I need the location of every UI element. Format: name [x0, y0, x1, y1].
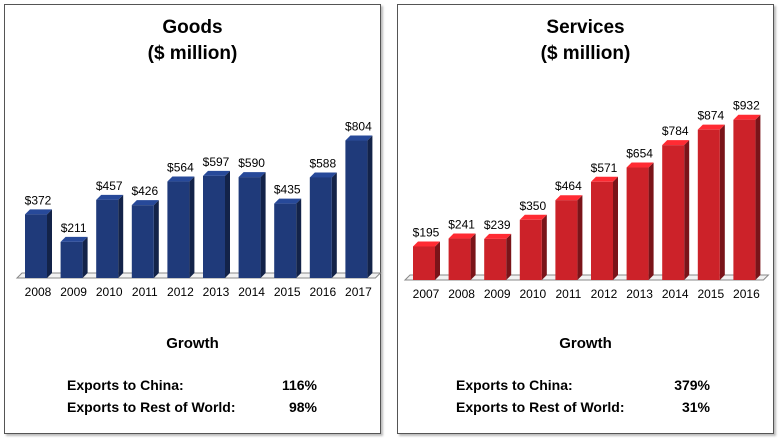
goods-bar-2013	[203, 170, 230, 278]
goods-bar-chart: $372 2008 $211 2009 $457 2010 $426 2011 $564 2012…	[15, 120, 382, 299]
goods-bar-2011	[131, 200, 159, 278]
services-value-label-2015: $874	[697, 109, 724, 123]
services-tick-label-2012: 2012	[591, 287, 618, 301]
services-value-label-2011: $464	[555, 179, 582, 193]
services-rest-value: 31%	[681, 399, 710, 415]
services-china-label: Exports to China:	[456, 377, 573, 393]
goods-growth-title: Growth	[166, 335, 219, 352]
services-value-label-2010: $350	[519, 199, 546, 213]
services-tick-label-2015: 2015	[697, 287, 724, 301]
goods-value-label-2017: $804	[345, 120, 372, 134]
services-tick-label-2011: 2011	[555, 287, 581, 301]
goods-bar-2010	[96, 194, 124, 278]
services-china-value: 379%	[674, 377, 710, 393]
services-bar-2008	[448, 233, 476, 280]
services-value-label-2009: $239	[484, 218, 511, 232]
goods-china-value: 116%	[281, 377, 317, 393]
goods-tick-label-2009: 2009	[60, 285, 87, 299]
services-bar-2007	[413, 241, 440, 280]
services-bar-2009	[484, 233, 512, 280]
services-bar-2014	[662, 140, 690, 280]
services-bar-2011	[555, 195, 583, 280]
goods-bar-2012	[167, 176, 195, 278]
services-bar-2013	[626, 162, 654, 280]
goods-value-label-2012: $564	[167, 161, 194, 175]
services-value-label-2013: $654	[626, 147, 653, 161]
services-value-label-2007: $195	[413, 225, 440, 239]
goods-tick-label-2017: 2017	[345, 285, 372, 299]
services-value-label-2014: $784	[662, 124, 689, 138]
goods-value-label-2009: $211	[61, 221, 87, 235]
services-chart-title: Services	[546, 17, 625, 38]
goods-tick-label-2008: 2008	[25, 285, 52, 299]
services-tick-label-2014: 2014	[662, 287, 689, 301]
services-bar-2015	[697, 124, 725, 280]
services-tick-label-2010: 2010	[519, 287, 546, 301]
goods-value-label-2011: $426	[131, 184, 158, 198]
goods-tick-label-2014: 2014	[238, 285, 265, 299]
goods-rest-value: 98%	[288, 399, 317, 415]
goods-value-label-2014: $590	[238, 156, 265, 170]
goods-chart-title: Goods	[162, 17, 223, 38]
services-panel: Services ($ million) $195 2007 $241 2008 $23…	[397, 4, 774, 434]
services-tick-label-2009: 2009	[484, 287, 511, 301]
services-value-label-2016: $932	[733, 99, 760, 113]
services-tick-label-2013: 2013	[626, 287, 653, 301]
goods-rest-label: Exports to Rest of World:	[67, 399, 236, 415]
services-chart-subtitle: ($ million)	[540, 43, 631, 64]
services-tick-label-2016: 2016	[733, 287, 760, 301]
services-rest-label: Exports to Rest of World:	[456, 399, 625, 415]
goods-value-label-2015: $435	[274, 183, 301, 197]
services-value-label-2012: $571	[591, 161, 618, 175]
services-bar-2012	[591, 176, 618, 280]
services-growth-title: Growth	[559, 335, 612, 352]
goods-china-label: Exports to China:	[67, 377, 184, 393]
goods-tick-label-2011: 2011	[132, 285, 158, 299]
goods-bar-2016	[309, 172, 337, 278]
goods-tick-label-2010: 2010	[96, 285, 123, 299]
goods-value-label-2008: $372	[25, 193, 52, 207]
goods-tick-label-2015: 2015	[274, 285, 301, 299]
services-value-label-2008: $241	[448, 218, 475, 232]
goods-chart-subtitle: ($ million)	[147, 43, 238, 64]
goods-tick-label-2016: 2016	[309, 285, 336, 299]
goods-value-label-2010: $457	[96, 179, 123, 193]
goods-tick-label-2013: 2013	[203, 285, 230, 299]
goods-value-label-2016: $588	[309, 156, 336, 170]
goods-bar-2015	[274, 198, 302, 278]
goods-value-label-2013: $597	[203, 155, 230, 169]
services-tick-label-2007: 2007	[413, 287, 440, 301]
services-bar-2010	[519, 214, 547, 280]
goods-tick-label-2012: 2012	[167, 285, 194, 299]
goods-bar-2009	[60, 236, 88, 278]
goods-bar-2017	[345, 135, 373, 278]
services-bar-2016	[733, 114, 761, 280]
goods-bar-2008	[25, 209, 52, 278]
goods-panel: Goods ($ million) $372 2008 $211 2009 $457 20…	[4, 4, 382, 434]
goods-bar-2014	[238, 172, 266, 278]
services-bar-chart: $195 2007 $241 2008 $239 2009 $350 2010 $464 2011…	[403, 99, 770, 301]
services-tick-label-2008: 2008	[448, 287, 475, 301]
